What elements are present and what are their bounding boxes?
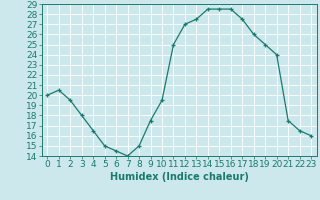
X-axis label: Humidex (Indice chaleur): Humidex (Indice chaleur) — [110, 172, 249, 182]
